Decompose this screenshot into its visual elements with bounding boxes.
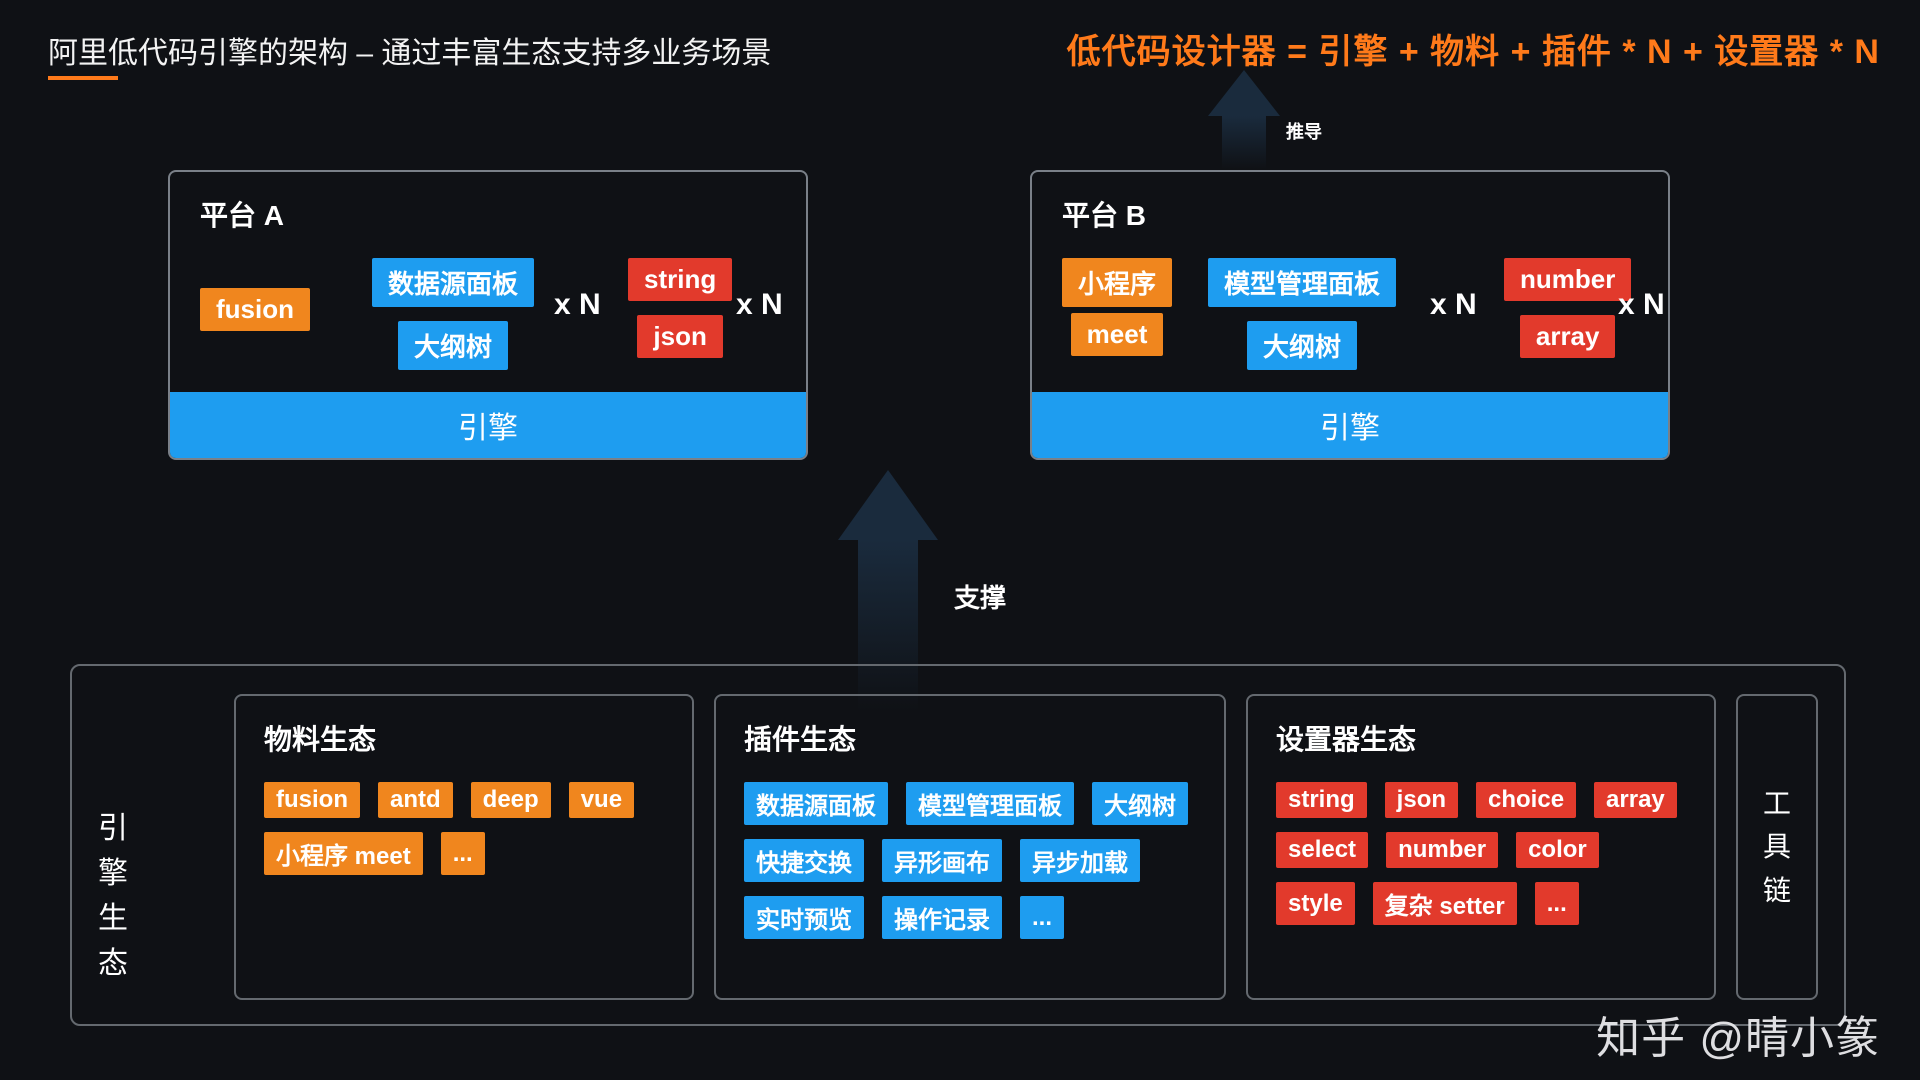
chip-item: vue — [569, 782, 634, 818]
setter-ecosystem-panel: 设置器生态 string json choice array select numberc… — [1246, 694, 1716, 1000]
platform-b-plugins: 模型管理面板 大纲树 — [1208, 258, 1396, 370]
chip-item: 实时预览 — [744, 896, 864, 939]
toolchain-panel: 工具链 — [1736, 694, 1818, 1000]
chip-item: ... — [1020, 896, 1064, 939]
chip-plugin: 大纲树 — [398, 321, 508, 370]
chip-plugin: 数据源面板 — [372, 258, 534, 307]
chip-item: 数据源面板 — [744, 782, 888, 825]
chip-item: antd — [378, 782, 453, 818]
platform-a-title: 平台 A — [200, 194, 284, 234]
setter-ecosystem-body: string json choice array select number color st… — [1276, 782, 1694, 925]
chip-item: json — [1385, 782, 1458, 818]
chip-plugin: 模型管理面板 — [1208, 258, 1396, 307]
page-title: 阿里低代码引擎的架构 – 通过丰富生态支持多业务场景 — [48, 28, 771, 72]
chip-item: 操作记录 — [882, 896, 1002, 939]
setter-ecosystem-title: 设置器生态 — [1276, 718, 1416, 758]
chip-item: 异步加载 — [1020, 839, 1140, 882]
plugin-ecosystem-body: 数据源面板模型管理面板大纲树快捷交换异形画布异步加载实时预览操作记录... — [744, 782, 1204, 939]
xN-label: x N — [554, 288, 601, 322]
chip-setter: number — [1504, 258, 1631, 301]
chip-setter: json — [637, 315, 722, 358]
chip-item: number — [1386, 832, 1498, 868]
arrow-derive-label: 推导 — [1286, 118, 1322, 144]
chip-setter: array — [1520, 315, 1616, 358]
ecosystem-panel: 引擎生态 物料生态 fusion antd deepvue 小程序 meet... 插… — [70, 664, 1846, 1026]
equation-text: 低代码设计器 = 引擎 + 物料 + 插件 * N + 设置器 * N — [1067, 24, 1880, 73]
chip-item: choice — [1476, 782, 1576, 818]
xN-label: x N — [736, 288, 783, 322]
chip-item: ... — [1535, 882, 1579, 925]
arrow-support-label: 支撑 — [954, 578, 1006, 615]
chip-item: array — [1594, 782, 1677, 818]
chip-item: 模型管理面板 — [906, 782, 1074, 825]
ecosystem-left-label: 引擎生态 — [98, 806, 132, 986]
chip-item: 复杂 setter — [1373, 882, 1517, 925]
chip-item: color — [1516, 832, 1599, 868]
toolchain-label: 工具链 — [1763, 782, 1791, 912]
platform-b-engine-bar: 引擎 — [1032, 392, 1668, 458]
platform-b-setters: number array — [1504, 258, 1631, 358]
chip-item: 大纲树 — [1092, 782, 1188, 825]
chip-material: 小程序 — [1062, 258, 1172, 307]
xN-label: x N — [1618, 288, 1665, 322]
xN-label: x N — [1430, 288, 1477, 322]
title-underline — [48, 76, 118, 80]
chip-item: deep — [471, 782, 551, 818]
platform-a-setters: string json — [628, 258, 732, 358]
chip-item: 异形画布 — [882, 839, 1002, 882]
chip-item: string — [1276, 782, 1367, 818]
chip-setter: string — [628, 258, 732, 301]
chip-item: style — [1276, 882, 1355, 925]
platform-b-panel: 平台 B 小程序 meet 模型管理面板 大纲树 x N number arra… — [1030, 170, 1670, 460]
chip-item: ... — [441, 832, 485, 875]
chip-material-fusion: fusion — [200, 288, 310, 331]
chip-material: meet — [1071, 313, 1164, 356]
material-ecosystem-title: 物料生态 — [264, 718, 376, 758]
watermark: 知乎 @晴小篆 — [1596, 1002, 1880, 1066]
platform-b-title: 平台 B — [1062, 194, 1146, 234]
chip-item: fusion — [264, 782, 360, 818]
platform-b-materials: 小程序 meet — [1062, 258, 1172, 356]
material-ecosystem-body: fusion antd deepvue 小程序 meet... — [264, 782, 672, 875]
plugin-ecosystem-panel: 插件生态 数据源面板模型管理面板大纲树快捷交换异形画布异步加载实时预览操作记录.… — [714, 694, 1226, 1000]
chip-plugin: 大纲树 — [1247, 321, 1357, 370]
chip-item: 快捷交换 — [744, 839, 864, 882]
arrow-derive: 推导 — [1208, 70, 1280, 172]
chip-item: select — [1276, 832, 1368, 868]
chip-item: 小程序 meet — [264, 832, 423, 875]
plugin-ecosystem-title: 插件生态 — [744, 718, 856, 758]
platform-a-engine-bar: 引擎 — [170, 392, 806, 458]
platform-a-plugins: 数据源面板 大纲树 — [372, 258, 534, 370]
platform-a-panel: 平台 A fusion 数据源面板 大纲树 x N string json x … — [168, 170, 808, 460]
material-ecosystem-panel: 物料生态 fusion antd deepvue 小程序 meet... — [234, 694, 694, 1000]
